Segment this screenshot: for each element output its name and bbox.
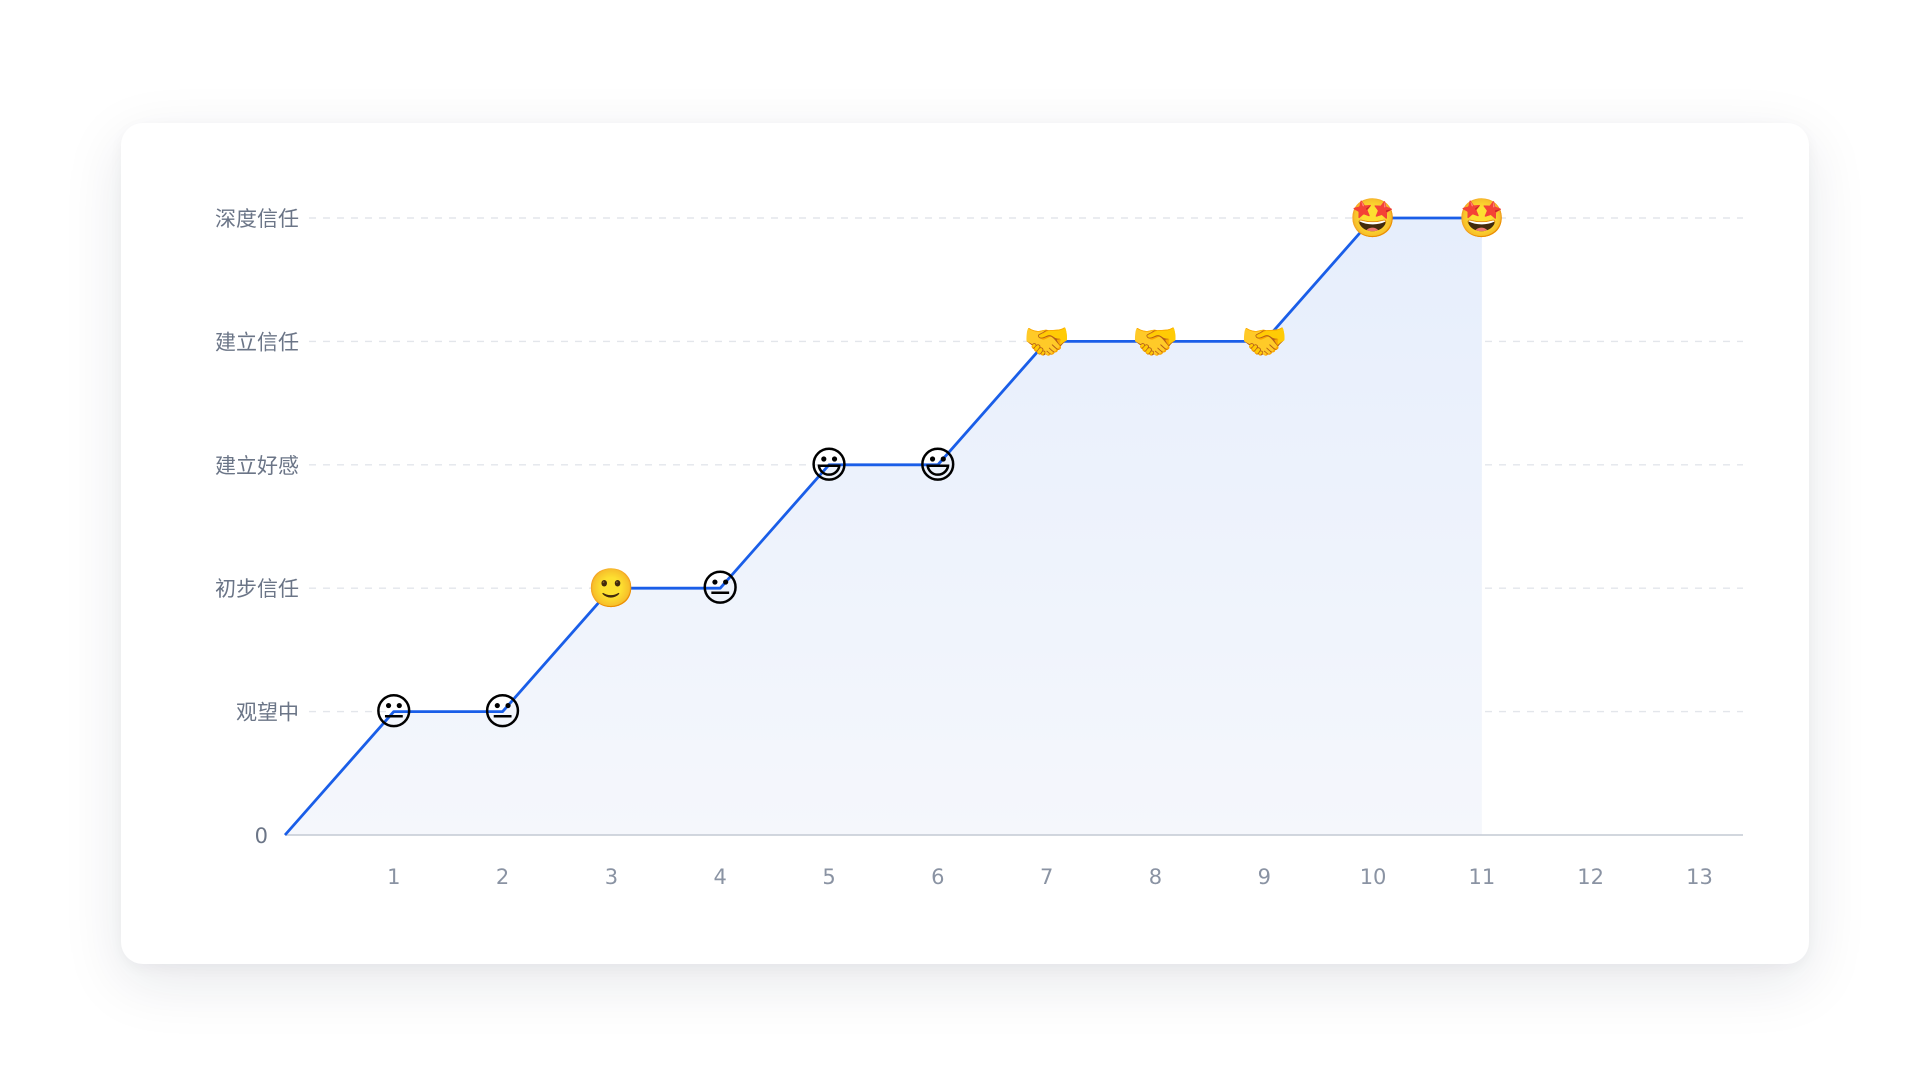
x-tick-label: 4 [714, 865, 727, 889]
y-tick-label: 初步信任 [215, 577, 299, 601]
x-tick-label: 9 [1258, 865, 1271, 889]
area-fill [285, 218, 1482, 835]
x-tick-label: 1 [387, 865, 400, 889]
x-tick-label: 10 [1360, 865, 1387, 889]
star-struck-marker: 🤩 [1458, 196, 1505, 240]
handshake-marker: 🤝 [1241, 319, 1288, 363]
neutral-face-marker: 😐 [374, 690, 414, 734]
x-axis-labels: 1 2 3 4 5 6 7 8 9 10 11 12 13 [387, 865, 1713, 889]
x-tick-label: 5 [822, 865, 835, 889]
neutral-face-marker: 😐 [483, 690, 523, 734]
handshake-marker: 🤝 [1023, 319, 1070, 363]
y-tick-label: 观望中 [236, 701, 299, 725]
x-tick-label: 11 [1468, 865, 1495, 889]
grinning-face-big-eyes-marker: 😃 [809, 443, 849, 487]
x-tick-label: 2 [496, 865, 509, 889]
x-tick-label: 12 [1577, 865, 1604, 889]
slightly-smiling-face-marker: 🙂 [588, 566, 635, 610]
area-path [285, 218, 1482, 835]
y-tick-label: 建立好感 [215, 454, 299, 478]
x-tick-label: 6 [931, 865, 944, 889]
neutral-face-marker: 😐 [700, 566, 740, 610]
star-struck-marker: 🤩 [1349, 196, 1396, 240]
grinning-face-big-eyes-marker: 😃 [918, 443, 958, 487]
series-line [283, 216, 1482, 836]
x-tick-label: 8 [1149, 865, 1162, 889]
x-tick-label: 7 [1040, 865, 1053, 889]
x-tick-label: 13 [1686, 865, 1713, 889]
y-tick-label: 建立信任 [215, 330, 299, 354]
series-polyline [283, 216, 1482, 836]
series-markers: 😐 😐 🙂 😐 😃 😃 🤝 🤝 🤝 🤩 🤩 [374, 196, 1506, 734]
y-tick-label: 0 [255, 824, 268, 848]
y-tick-label: 深度信任 [215, 207, 299, 231]
x-tick-label: 3 [605, 865, 618, 889]
y-axis-labels: 0 观望中 初步信任 建立好感 建立信任 深度信任 [215, 207, 299, 848]
handshake-marker: 🤝 [1132, 319, 1179, 363]
